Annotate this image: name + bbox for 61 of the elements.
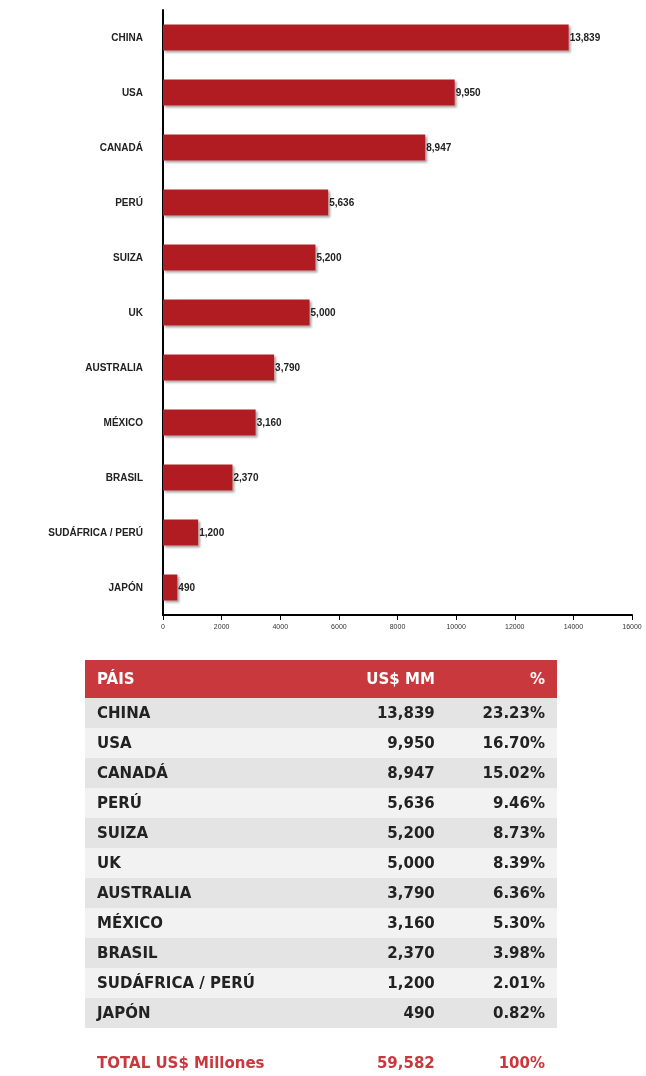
y-tick-label: CHINA [111, 32, 143, 43]
data-label: 2,370 [328, 938, 447, 968]
data-label: 3.98% [446, 938, 557, 968]
data-label: 490 [328, 998, 447, 1028]
y-tick-label: AUSTRALIA [85, 362, 143, 373]
y-tick-label: UK [128, 307, 144, 318]
data-label: 8.73% [446, 818, 557, 848]
y-tick-label: BRASIL [105, 472, 143, 483]
data-label: 0.82% [446, 998, 557, 1028]
y-tick-label: JAPÓN [108, 581, 143, 593]
data-label: 2.01% [446, 968, 557, 998]
y-tick-label: USA [121, 87, 143, 98]
text: 59,582 [376, 1054, 435, 1072]
bar [163, 574, 178, 601]
data-label: 23.23% [446, 698, 557, 728]
y-tick-label: PERÚ [115, 196, 143, 208]
y-tick-label: SUDÁFRICA / PERÚ [48, 526, 143, 538]
data-label: 3,790 [275, 362, 301, 373]
data-label: 1,200 [328, 968, 447, 998]
data-label: 13,839 [328, 698, 447, 728]
data-label: 8,947 [426, 142, 452, 153]
y-tick-label: SUIZA [113, 252, 143, 263]
text: 100% [498, 1054, 545, 1072]
data-label: 9,950 [455, 87, 482, 98]
series-label: % [528, 669, 546, 690]
data-label: 3,160 [256, 417, 283, 428]
table-header: PÁIS US$ MM % [85, 660, 557, 698]
data-label: 490 [178, 582, 196, 593]
bar [163, 244, 316, 271]
bar [163, 299, 310, 326]
data-label: 9.46% [446, 788, 557, 818]
data-label: 3,790 [328, 878, 447, 908]
data-label: 5,000 [310, 307, 337, 318]
text: TOTAL US$ Millones [97, 1054, 265, 1072]
data-label: 5.30% [446, 908, 557, 938]
data-label: 6.36% [446, 878, 557, 908]
data-label: 13,839 [569, 32, 601, 43]
series-label: US$ MM [365, 669, 436, 690]
data-label: 3,160 [328, 908, 447, 938]
bar [163, 134, 426, 161]
y-tick-label: CANADÁ [99, 141, 143, 153]
data-label: 5,636 [329, 197, 355, 208]
data-label: 9,950 [328, 728, 447, 758]
data-label: 8,947 [328, 758, 447, 788]
data-label: 5,636 [328, 788, 447, 818]
y-tick-label: MÉXICO [103, 416, 144, 428]
data-label: 15.02% [446, 758, 557, 788]
data-label: 5,000 [328, 848, 447, 878]
data-label: 5,200 [316, 252, 342, 263]
bar [163, 354, 275, 381]
data-label: 5,200 [328, 818, 447, 848]
bar [163, 519, 199, 546]
data-label: 16.70% [446, 728, 557, 758]
bar [163, 79, 455, 106]
bar [163, 189, 329, 216]
data-label: 2,370 [233, 472, 259, 483]
bar [163, 464, 233, 491]
bar [163, 409, 256, 436]
bar [163, 24, 569, 51]
data-label: 1,200 [199, 527, 225, 538]
data-label: 8.39% [446, 848, 557, 878]
